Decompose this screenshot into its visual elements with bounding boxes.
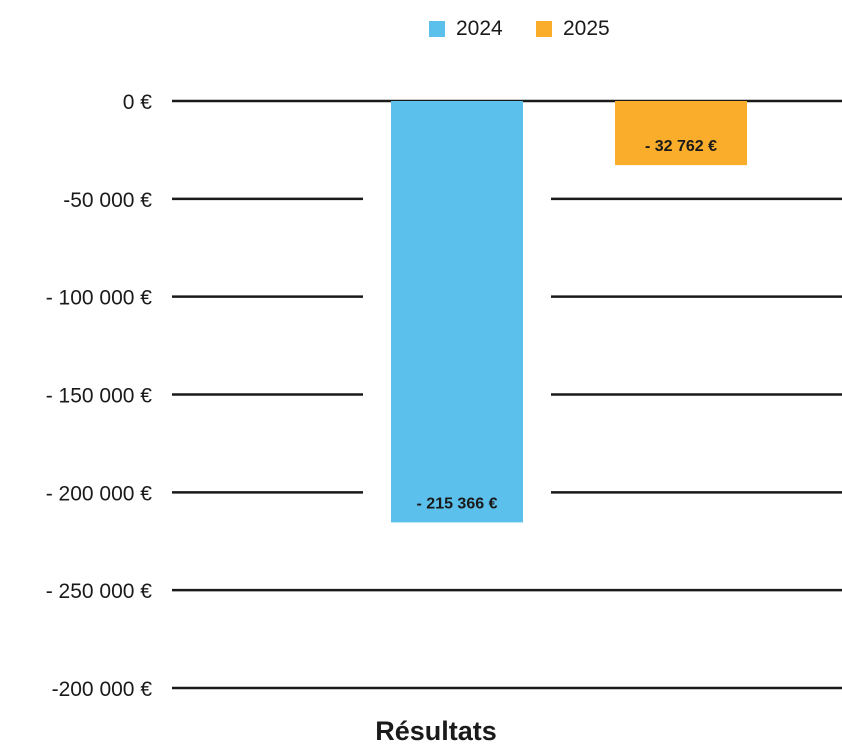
y-tick-label: - 200 000 € xyxy=(46,482,153,505)
chart-bars xyxy=(391,101,747,523)
y-tick-label: - 100 000 € xyxy=(46,287,153,310)
legend-label-2024: 2024 xyxy=(456,17,503,40)
y-tick-label: -200 000 € xyxy=(52,678,153,701)
bar-value-label-2024: - 215 366 € xyxy=(417,495,498,512)
y-tick-label: -50 000 € xyxy=(63,189,152,212)
y-axis-tick-labels: 0 € -50 000 € - 100 000 € - 150 000 € - 200 … xyxy=(46,91,153,701)
x-axis-label: Résultats xyxy=(375,716,497,743)
bar-value-label-2025: - 32 762 € xyxy=(645,138,717,155)
chart-legend: 2024 2025 xyxy=(429,17,610,40)
legend-label-2025: 2025 xyxy=(563,17,610,40)
y-tick-label: - 250 000 € xyxy=(46,580,153,603)
bar-2025 xyxy=(615,101,747,166)
legend-swatch-2025 xyxy=(536,21,552,37)
y-tick-label: 0 € xyxy=(123,91,153,114)
y-tick-label: - 150 000 € xyxy=(46,385,153,408)
bar-2024 xyxy=(391,101,523,523)
bar-value-labels: - 215 366 € - 32 762 € xyxy=(417,138,718,512)
legend-swatch-2024 xyxy=(429,21,445,37)
